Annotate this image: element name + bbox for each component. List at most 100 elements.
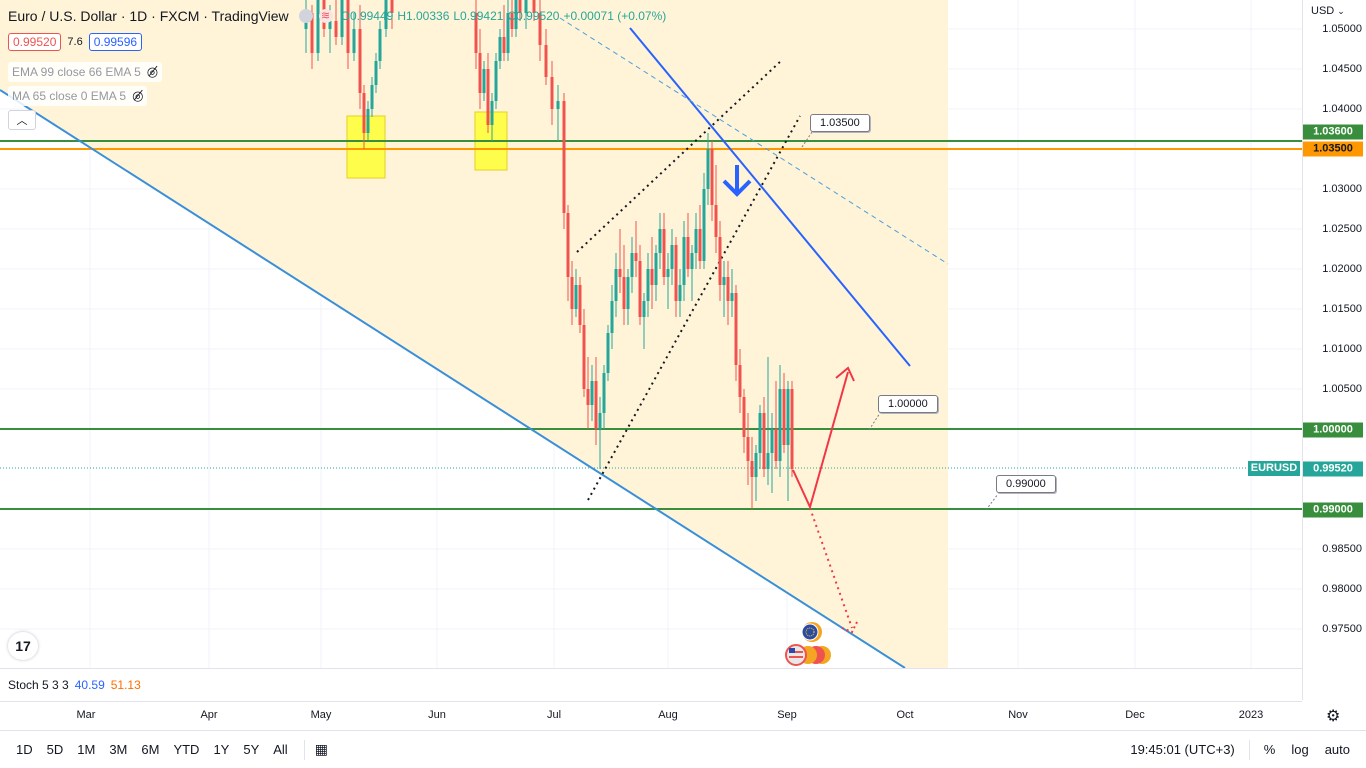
candle-body xyxy=(574,285,578,309)
percent-toggle[interactable]: % xyxy=(1263,742,1276,757)
candle-body xyxy=(316,0,320,53)
range-buttons: 1D 5D 1M 3M 6M YTD 1Y 5Y All xyxy=(10,742,294,757)
candle-body xyxy=(374,61,378,85)
down-arrow-icon xyxy=(722,165,752,197)
auto-toggle[interactable]: auto xyxy=(1324,742,1350,757)
candle-body xyxy=(626,277,630,309)
range-5d-button[interactable]: 5D xyxy=(46,742,64,757)
time-label: Aug xyxy=(658,709,678,721)
time-label: Jun xyxy=(428,709,446,721)
candle-body xyxy=(346,0,350,53)
sell-button[interactable]: 0.99520 xyxy=(8,33,62,51)
candle-body xyxy=(634,253,638,261)
currency-label: USD xyxy=(1311,5,1335,17)
candle-body xyxy=(510,13,514,29)
highlight-box-may xyxy=(346,115,386,179)
ohlc-open: O0.99449 xyxy=(340,9,394,23)
ohlc-close: C0.99520 xyxy=(507,9,560,23)
candle-body xyxy=(734,293,738,365)
stoch-d-value: 51.13 xyxy=(110,678,141,692)
price-callout-1000[interactable]: 1.00000 xyxy=(878,395,938,413)
range-6m-button[interactable]: 6M xyxy=(141,742,160,757)
candle-body xyxy=(642,301,646,317)
range-ytd-button[interactable]: YTD xyxy=(173,742,200,757)
candle-body xyxy=(630,253,634,277)
candle-body xyxy=(738,365,742,397)
price-label: 1.01000 xyxy=(1322,343,1362,355)
time-label: 2023 xyxy=(1238,709,1264,721)
range-all-button[interactable]: All xyxy=(273,742,288,757)
candle-body xyxy=(566,213,570,277)
buy-sell-panel: 0.99520 7.6 0.99596 xyxy=(8,33,143,51)
hide-icon[interactable] xyxy=(298,9,313,23)
gear-icon[interactable]: ⚙ xyxy=(1326,708,1341,725)
time-label: Nov xyxy=(1008,709,1028,721)
time-label: Mar xyxy=(76,709,96,721)
resistance-trendline xyxy=(629,27,911,367)
candle-body xyxy=(702,189,706,261)
chart-canvas[interactable] xyxy=(0,0,1302,668)
collapse-legend-button[interactable]: ︿ xyxy=(8,110,36,130)
price-scale[interactable]: USD ⌄ 1.05000 1.04500 1.04000 1.03000 1.… xyxy=(1302,0,1366,700)
range-3m-button[interactable]: 3M xyxy=(109,742,128,757)
range-5y-button[interactable]: 5Y xyxy=(243,742,260,757)
stoch-label: Stoch 5 3 3 xyxy=(8,678,69,692)
range-1d-button[interactable]: 1D xyxy=(16,742,33,757)
candle-body xyxy=(646,269,650,301)
buy-button[interactable]: 0.99596 xyxy=(88,33,143,51)
time-label: May xyxy=(310,709,332,721)
time-scale[interactable]: Mar Apr May Jun Jul Aug Sep Oct Nov Dec … xyxy=(0,701,1302,729)
currency-selector[interactable]: USD ⌄ xyxy=(1311,5,1345,17)
indicator-legend-2[interactable]: MA 65 close 0 EMA 5 ◎̸ xyxy=(8,86,148,106)
eye-off-icon[interactable]: ◎̸ xyxy=(132,88,144,103)
projection-arrowhead xyxy=(835,366,855,382)
candle-body xyxy=(742,397,746,437)
candle-body xyxy=(550,77,554,109)
candle-body xyxy=(594,381,598,429)
candle-body xyxy=(778,389,782,461)
candle-body xyxy=(782,389,786,445)
divider xyxy=(303,739,305,760)
indicator-legend-1[interactable]: EMA 99 close 66 EMA 5 ◎̸ xyxy=(8,62,163,82)
clock-time[interactable]: 19:45:01 (UTC+3) xyxy=(1130,742,1235,757)
price-label: 1.02500 xyxy=(1322,223,1362,235)
candle-body xyxy=(384,0,388,29)
candle-body xyxy=(718,237,722,285)
candle-body xyxy=(774,429,778,461)
price-tag-1000: 1.00000 xyxy=(1303,422,1363,438)
ohlc-change: +0.00071 (+0.07%) xyxy=(563,9,667,23)
eye-off-icon[interactable]: ◎̸ xyxy=(146,64,159,79)
range-1m-button[interactable]: 1M xyxy=(77,742,96,757)
price-label: 1.01500 xyxy=(1322,303,1362,315)
candle-body xyxy=(618,269,622,277)
time-label: Jul xyxy=(546,709,562,721)
candlestick-series xyxy=(304,0,794,509)
channel-upper xyxy=(576,59,783,253)
candle-body xyxy=(310,13,314,53)
log-toggle[interactable]: log xyxy=(1291,742,1309,757)
candle-body xyxy=(790,389,794,469)
candle-body xyxy=(666,269,670,277)
price-callout-1035[interactable]: 1.03500 xyxy=(810,114,870,132)
candle-body xyxy=(490,101,494,125)
candle-body xyxy=(638,261,642,317)
legend-controls[interactable]: ≋ xyxy=(298,9,333,23)
tradingview-logo-icon[interactable]: 17 xyxy=(8,632,38,660)
candle-body xyxy=(750,461,754,477)
more-icon[interactable]: ≋ xyxy=(318,9,333,23)
price-callout-0990[interactable]: 0.99000 xyxy=(996,475,1056,493)
ohlc-values: O0.99449 H1.00336 L0.99421 C0.99520 +0.0… xyxy=(341,9,667,23)
candle-body xyxy=(362,93,366,133)
stoch-pane[interactable]: Stoch 5 3 3 40.59 51.13 xyxy=(0,668,1302,701)
chart-pane[interactable]: Euro / U.S. Dollar · 1D · FXCM · Trading… xyxy=(0,0,1302,668)
range-1y-button[interactable]: 1Y xyxy=(213,742,230,757)
calendar-range-icon[interactable]: ▦ xyxy=(314,741,328,757)
candle-body xyxy=(610,301,614,333)
price-tag-1035: 1.03500 xyxy=(1303,141,1363,157)
bottom-toolbar: 1D 5D 1M 3M 6M YTD 1Y 5Y All ▦ 19:45:01 … xyxy=(0,730,1366,768)
price-label: 0.98500 xyxy=(1322,543,1362,555)
candle-body xyxy=(762,413,766,469)
candle-body xyxy=(328,21,332,29)
chevron-up-icon: ︿ xyxy=(16,115,28,127)
symbol-title[interactable]: Euro / U.S. Dollar · 1D · FXCM · Trading… xyxy=(8,8,289,24)
